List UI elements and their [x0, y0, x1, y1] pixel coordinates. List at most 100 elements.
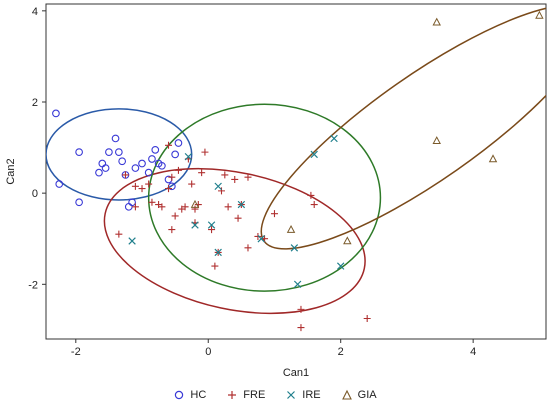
data-point-ire — [330, 134, 338, 143]
data-point-ire — [310, 150, 318, 159]
y-tick-label: 2 — [32, 97, 38, 109]
x-tick-label: 2 — [338, 346, 344, 358]
x-marker-icon — [287, 391, 296, 399]
data-point-fre — [138, 185, 146, 193]
data-point-fre — [234, 214, 242, 222]
data-point-fre — [261, 235, 269, 243]
data-point-fre — [168, 226, 176, 234]
y-tick-label: 4 — [32, 6, 38, 18]
data-point-fre — [201, 148, 209, 156]
data-point-ire — [184, 152, 193, 161]
data-point-fre — [221, 171, 229, 179]
data-point-fre — [217, 187, 225, 195]
legend-label: GIA — [357, 389, 377, 401]
data-point-hc — [98, 159, 107, 168]
data-point-hc — [144, 168, 153, 177]
series-hc — [52, 109, 183, 211]
data-point-hc — [105, 148, 113, 156]
data-point-fre — [115, 230, 123, 238]
y-tick-label: 0 — [32, 188, 38, 200]
data-point-fre — [131, 182, 139, 190]
data-point-hc — [174, 139, 183, 147]
data-point-fre — [121, 171, 129, 179]
data-point-fre — [244, 244, 252, 252]
data-point-ire — [336, 262, 345, 270]
x-axis-title: Can1 — [283, 367, 309, 379]
data-point-fre — [297, 324, 305, 332]
data-point-ire — [191, 221, 199, 229]
data-point-fre — [208, 226, 216, 234]
data-point-fre — [188, 180, 196, 188]
data-point-ire — [128, 237, 136, 245]
data-point-ire — [207, 221, 216, 229]
data-point-fre — [198, 169, 206, 177]
data-point-fre — [171, 212, 179, 220]
chart-canvas: -2 0 2 4 -2 0 2 4 Can1 Can2 — [5, 3, 547, 379]
data-point-fre — [254, 232, 262, 240]
legend-item-fre: FRE — [226, 389, 265, 401]
data-point-fre — [191, 205, 199, 213]
x-tick-label: 4 — [470, 346, 476, 358]
data-point-ire — [290, 244, 299, 252]
plus-marker-icon — [228, 391, 237, 399]
data-point-fre — [270, 210, 278, 218]
data-point-fre — [297, 305, 305, 313]
data-point-hc — [95, 168, 103, 177]
ellipse-ire — [147, 103, 382, 292]
data-point-ire — [214, 248, 222, 257]
data-point-fre — [307, 191, 315, 199]
data-point-fre — [244, 173, 252, 181]
data-point-hc — [55, 180, 64, 188]
data-point-fre — [168, 173, 176, 181]
series-ire — [128, 134, 345, 289]
triangle-marker-icon — [341, 389, 352, 400]
ellipse-fre — [103, 167, 366, 315]
data-point-hc — [171, 150, 179, 159]
data-point-fre — [224, 203, 232, 211]
data-point-fre — [174, 166, 182, 174]
data-point-fre — [310, 201, 318, 209]
data-point-ire — [293, 280, 302, 289]
legend-item-hc: HC — [173, 389, 206, 401]
data-point-gia — [286, 224, 296, 233]
data-point-gia — [432, 136, 441, 145]
data-point-fre — [165, 141, 173, 149]
circle-marker-icon — [175, 390, 184, 400]
data-point-hc — [114, 148, 123, 156]
data-point-hc — [52, 109, 60, 118]
data-point-hc — [118, 157, 127, 166]
data-point-fre — [211, 262, 219, 270]
legend: HC FRE IRE GIA — [0, 385, 550, 405]
plot-frame — [45, 3, 547, 340]
data-point-hc — [138, 159, 146, 168]
y-tick-label: -2 — [28, 279, 38, 291]
data-point-ire — [257, 235, 265, 243]
data-point-hc — [75, 198, 83, 207]
data-point-hc — [128, 198, 136, 207]
data-point-fre — [363, 314, 371, 322]
data-point-hc — [111, 134, 120, 143]
ellipse-hc — [46, 108, 193, 201]
series-gia — [190, 10, 544, 245]
data-point-fre — [131, 203, 139, 211]
data-point-fre — [148, 198, 156, 206]
data-point-gia — [343, 236, 352, 245]
data-point-gia — [190, 199, 200, 208]
legend-item-gia: GIA — [341, 389, 377, 401]
legend-label: IRE — [302, 389, 321, 401]
legend-label: HC — [190, 389, 207, 401]
data-point-hc — [124, 202, 133, 211]
data-point-fre — [231, 175, 239, 183]
data-point-gia — [488, 154, 498, 163]
data-point-hc — [131, 164, 140, 172]
data-point-hc — [75, 148, 83, 156]
data-point-fre — [165, 185, 173, 193]
data-point-fre — [178, 205, 186, 213]
data-point-hc — [151, 146, 160, 154]
ellipse-gia — [260, 4, 546, 250]
legend-item-ire: IRE — [285, 389, 321, 401]
data-point-ire — [214, 182, 222, 191]
x-tick-label: 0 — [205, 346, 211, 358]
data-point-gia — [535, 10, 544, 19]
